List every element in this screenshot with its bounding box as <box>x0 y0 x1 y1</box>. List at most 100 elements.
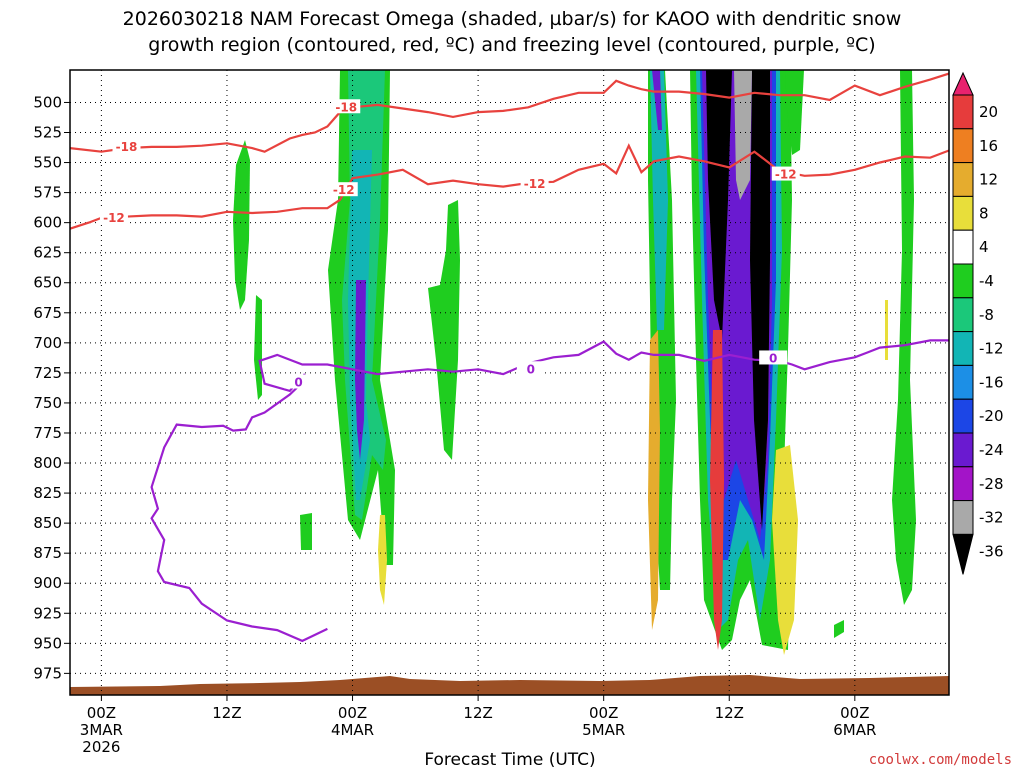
colorbar-label: 16 <box>979 137 998 155</box>
label-minus18-a-bg <box>112 138 141 153</box>
y-tick-label: 775 <box>33 424 62 442</box>
y-tick-label: 625 <box>33 244 62 262</box>
colorbar-label: 8 <box>979 204 989 222</box>
colorbar-label: -8 <box>979 306 994 324</box>
colorbar-segment <box>952 432 974 468</box>
y-tick-label: 975 <box>33 664 62 682</box>
colorbar-segment <box>952 128 974 164</box>
y-tick-label: 900 <box>33 574 62 592</box>
omega-region-green-j <box>834 620 844 638</box>
label-minus12-b: -12 <box>333 183 355 197</box>
x-tick-label: 00Z <box>338 704 367 722</box>
plot-background <box>70 70 949 695</box>
omega-region-yellow-g <box>772 445 798 655</box>
x-tick-date: 3MAR <box>80 721 123 739</box>
plot-frame <box>69 69 950 696</box>
colorbar-label: -32 <box>979 509 1004 527</box>
contour-labels: -18 -18 -12 -12 -12 -12 0 0 0 <box>99 99 800 390</box>
omega-region-green-h <box>785 70 804 155</box>
y-tick-label: 875 <box>33 544 62 562</box>
y-tick-label: 675 <box>33 304 62 322</box>
x-tick-date: 5MAR <box>582 721 625 739</box>
colorbar: 20 16 12 8 4 -4 -8 -12 -16 -20 -24 -28 -32 -36 <box>952 71 1004 575</box>
y-tick-label: 850 <box>33 514 62 532</box>
label-minus18-b: -18 <box>335 100 357 114</box>
y-axis-ticks: 500 525 550 575 600 625 650 675 700 725 750 775 800 8… <box>33 93 70 682</box>
colorbar-label: -4 <box>979 272 994 290</box>
omega-region-green-c <box>254 295 262 400</box>
x-tick-date: 6MAR <box>833 721 876 739</box>
label-freezing-c: 0 <box>769 351 777 365</box>
colorbar-segment <box>952 94 974 130</box>
label-minus18-a: -18 <box>116 140 138 154</box>
y-tick-label: 700 <box>33 334 62 352</box>
credit-text: coolwx.com/models <box>869 752 1012 768</box>
x-tick-date: 4MAR <box>331 721 374 739</box>
y-tick-label: 650 <box>33 274 62 292</box>
label-minus12-b-bg <box>329 182 358 197</box>
x-axis-label: Forecast Time (UTC) <box>424 750 595 768</box>
y-tick-label: 500 <box>33 93 62 111</box>
omega-region-green-b <box>233 140 250 310</box>
omega-region-green-e <box>428 200 460 460</box>
y-tick-label: 600 <box>33 214 62 232</box>
x-tick-label: 00Z <box>589 704 618 722</box>
label-minus12-d: -12 <box>775 168 797 182</box>
omega-region-black-g1 <box>706 70 732 340</box>
omega-region-black-g2 <box>750 70 770 530</box>
label-minus12-d-bg <box>771 166 800 181</box>
x-tick-label: 00Z <box>87 704 116 722</box>
colorbar-label: -36 <box>979 542 1004 560</box>
colorbar-segment <box>952 263 974 299</box>
colorbar-top-arrow <box>952 71 974 96</box>
y-tick-label: 825 <box>33 484 62 502</box>
y-tick-label: 750 <box>33 394 62 412</box>
colorbar-segment <box>952 500 974 535</box>
label-freezing-b-bg <box>516 361 545 376</box>
gridlines <box>70 70 949 695</box>
colorbar-label: -28 <box>979 475 1004 493</box>
x-tick-label: 12Z <box>715 704 744 722</box>
y-tick-label: 525 <box>33 124 62 142</box>
colorbar-segment <box>952 331 974 366</box>
omega-shading <box>70 70 949 695</box>
omega-region-yellow-f <box>648 330 660 630</box>
title-line-1: 2026030218 NAM Forecast Omega (shaded, µ… <box>123 8 902 30</box>
plot-area: -18 -18 -12 -12 -12 -12 0 0 0 <box>69 69 950 696</box>
y-tick-label: 550 <box>33 154 62 172</box>
label-freezing-a-bg <box>284 374 313 389</box>
label-freezing-b: 0 <box>527 362 535 376</box>
omega-region-green-i <box>892 70 916 605</box>
label-minus12-c-bg <box>520 176 549 191</box>
x-tick-label: 12Z <box>463 704 492 722</box>
colorbar-segment <box>952 195 974 231</box>
colorbar-label: 4 <box>979 238 989 256</box>
colorbar-segment <box>952 364 974 400</box>
y-tick-label: 575 <box>33 184 62 202</box>
colorbar-label: -24 <box>979 441 1004 459</box>
x-tick-label: 12Z <box>212 704 241 722</box>
colorbar-segment <box>952 297 974 333</box>
x-tick-year: 2026 <box>82 738 120 756</box>
label-minus12-a-bg <box>99 209 128 224</box>
y-tick-label: 950 <box>33 634 62 652</box>
y-tick-label: 925 <box>33 604 62 622</box>
colorbar-segment <box>952 229 974 265</box>
title-line-2: growth region (contoured, red, ºC) and f… <box>148 34 875 56</box>
label-minus12-c: -12 <box>524 177 546 191</box>
omega-region-yellow-a <box>378 515 387 605</box>
colorbar-label: -16 <box>979 373 1004 391</box>
omega-region-green-d <box>300 513 312 550</box>
label-minus12-a: -12 <box>103 211 125 225</box>
label-freezing-c-bg <box>759 350 788 365</box>
colorbar-segment <box>952 398 974 434</box>
omega-region-red-g <box>710 330 724 650</box>
colorbar-label: 20 <box>979 103 998 121</box>
colorbar-bottom-arrow <box>952 533 974 575</box>
colorbar-segment <box>952 466 974 502</box>
label-minus18-b-bg <box>332 99 361 114</box>
y-tick-label: 800 <box>33 454 62 472</box>
contour-series-0 <box>70 72 949 153</box>
